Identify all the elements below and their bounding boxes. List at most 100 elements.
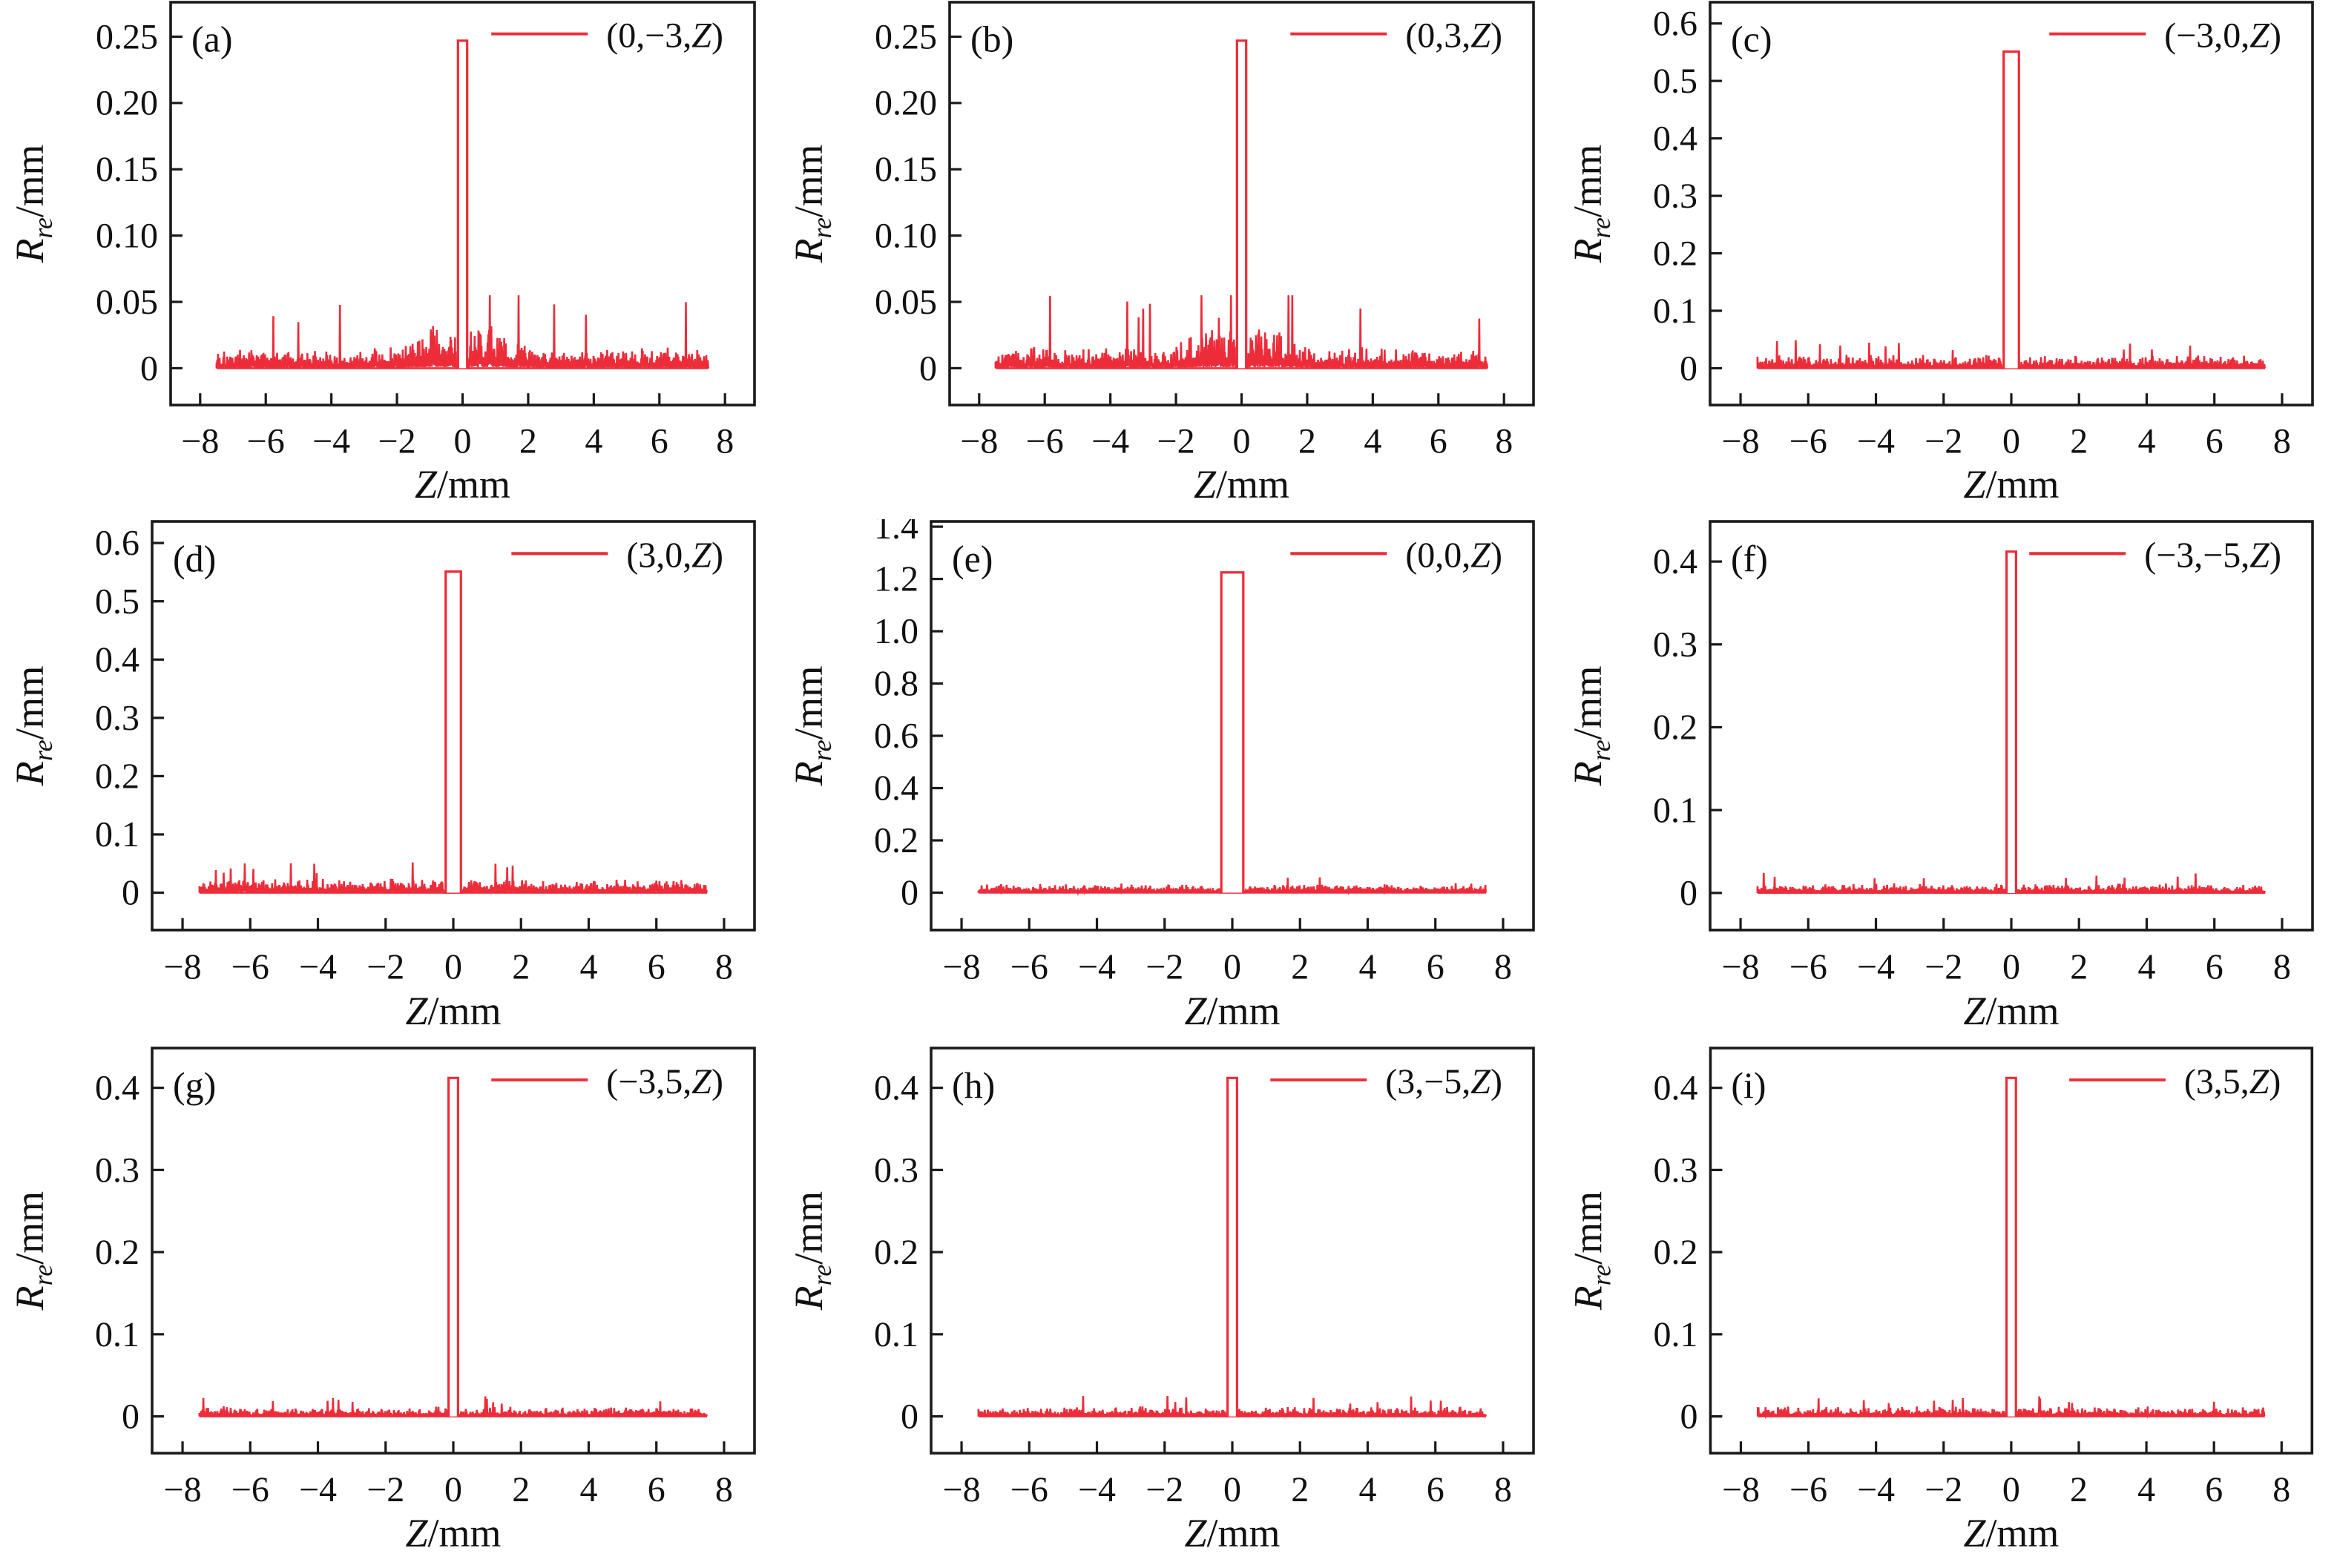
x-tick-label: 6 (651, 422, 668, 461)
y-tick-label: 0.2 (1654, 1233, 1698, 1272)
y-tick-label: 0.3 (1653, 177, 1697, 216)
x-axis-label-f: Z/mm (1963, 989, 2059, 1033)
panel-g: −8 −6 −4 −2 0 2 4 6 8 0 0.1 0.2 0.3 0.4 Z/mm Rre/mm (g) (… (0, 1046, 779, 1568)
y-tick-label: 0.3 (1654, 1150, 1698, 1190)
panel-letter-b: (b) (970, 19, 1013, 60)
y-tick-label: 0.2 (1653, 234, 1697, 274)
y-tick-label: 0.3 (95, 699, 139, 738)
x-tick-label: 0 (444, 1470, 462, 1509)
plot-frame-d (151, 520, 756, 932)
legend-i: (3,5,Z) (2069, 1062, 2281, 1101)
y-tick-label: 0.4 (874, 1069, 918, 1108)
x-tick-label: 6 (2206, 947, 2223, 986)
y-tick-label: 0.6 (95, 524, 139, 563)
axes-f: −8 −6 −4 −2 0 2 4 6 8 0 0.1 0.2 0.3 0.4 (1653, 542, 2291, 986)
x-axis-label-b: Z/mm (1194, 462, 1289, 507)
chart-g: −8 −6 −4 −2 0 2 4 6 8 0 0.1 0.2 0.3 0.4 Z/mm Rre/mm (g) (… (7, 1047, 756, 1555)
x-tick-label: −8 (164, 947, 202, 986)
y-tick-label: 0 (901, 1397, 918, 1437)
x-tick-label: 8 (715, 947, 733, 986)
y-axis-label-d: Rre/mm (7, 666, 58, 787)
chart-d: −8 −6 −4 −2 0 2 4 6 8 0 0.1 0.2 0.3 0.4 0.5 0.6 Z/mm Rre/… (7, 520, 756, 1033)
peak-i (2005, 1076, 2017, 1417)
x-tick-label: 8 (1494, 947, 1512, 986)
y-tick-label: 0.25 (96, 17, 158, 56)
x-tick-label: −6 (231, 1470, 269, 1509)
x-tick-label: −2 (367, 947, 404, 986)
y-tick-label: 0.25 (875, 17, 937, 56)
axes-c: −8 −6 −4 −2 0 2 4 6 8 0 0.1 0.2 0.3 0.4 0.5 0.6 (1653, 4, 2291, 461)
x-tick-label: 8 (1495, 422, 1513, 461)
legend-a: (0,−3,Z) (491, 16, 723, 56)
y-tick-label: 0.8 (874, 665, 918, 704)
y-tick-label: 0.1 (1654, 1315, 1698, 1354)
x-tick-label: 4 (1358, 1470, 1376, 1509)
x-axis-label-h: Z/mm (1184, 1511, 1280, 1555)
y-axis-label-g: Rre/mm (7, 1191, 58, 1311)
y-tick-label: 0.4 (1653, 119, 1697, 159)
x-tick-label: −6 (231, 947, 269, 986)
x-tick-label: 2 (2070, 947, 2088, 986)
peak-h (1226, 1076, 1238, 1417)
x-axis-label-i: Z/mm (1963, 1511, 2059, 1555)
plot-frame-f (1709, 520, 2314, 932)
x-tick-label: 0 (2002, 1470, 2020, 1509)
y-tick-label: 0 (901, 873, 918, 912)
panel-letter-h: (h) (952, 1064, 995, 1106)
x-tick-label: 6 (648, 947, 665, 986)
x-tick-label: −4 (299, 1470, 337, 1509)
peak-a (456, 39, 469, 369)
x-axis-label-c: Z/mm (1963, 462, 2059, 507)
panel-d: −8 −6 −4 −2 0 2 4 6 8 0 0.1 0.2 0.3 0.4 0.5 0.6 Z/mm Rre/… (0, 519, 779, 1046)
y-tick-label: 0.05 (875, 283, 937, 322)
x-tick-label: 8 (2272, 1470, 2290, 1509)
x-tick-label: 4 (585, 422, 602, 461)
y-tick-label: 0.6 (1653, 4, 1697, 44)
x-tick-label: −6 (1026, 422, 1064, 461)
x-tick-label: 2 (512, 947, 530, 986)
y-tick-label: 0.20 (875, 84, 937, 123)
y-tick-label: 0 (1680, 349, 1697, 388)
panel-letter-d: (d) (173, 538, 216, 579)
x-tick-label: −2 (378, 422, 416, 461)
chart-b: −8 −6 −4 −2 0 2 4 6 8 0 0.05 0.10 0.15 0.20 0.25 Z/mm Rr… (786, 1, 1535, 507)
x-tick-label: 0 (1223, 947, 1241, 986)
x-tick-label: 4 (579, 947, 597, 986)
series-h (977, 1076, 1487, 1417)
x-tick-label: 0 (444, 947, 462, 986)
y-tick-label: 0.1 (95, 1315, 139, 1354)
y-axis-label-c: Rre/mm (1565, 145, 1616, 263)
x-tick-label: 4 (1358, 947, 1376, 986)
x-tick-label: −4 (312, 422, 350, 461)
x-tick-label: 0 (2002, 947, 2020, 986)
y-tick-label: 0.2 (95, 1233, 139, 1272)
peak-c (2002, 50, 2020, 369)
axes-e: −8 −6 −4 −2 0 2 4 6 8 0 0.2 0.4 0.6 0.8 1.0 1.2 1.4 (874, 519, 1512, 986)
series-b (994, 39, 1489, 369)
y-axis-label-h: Rre/mm (786, 1191, 837, 1311)
x-tick-label: −8 (164, 1470, 202, 1509)
panel-letter-i: (i) (1731, 1065, 1766, 1106)
chart-a: −8 −6 −4 −2 0 2 4 6 8 0 0.05 0.10 0.15 0.20 0.25 Z/mm Rr… (7, 1, 756, 507)
y-tick-label: 0.2 (874, 821, 918, 860)
y-tick-label: 0.15 (96, 150, 158, 189)
legend-label-e: (0,0,Z) (1405, 536, 1502, 575)
panel-letter-g: (g) (173, 1064, 216, 1106)
axes-i: −8 −6 −4 −2 0 2 4 6 8 0 0.1 0.2 0.3 0.4 (1654, 1069, 2291, 1510)
x-tick-label: −4 (1091, 422, 1129, 461)
x-tick-label: 6 (1427, 1470, 1444, 1509)
y-tick-label: 0.1 (1653, 291, 1697, 331)
x-tick-label: 6 (1427, 947, 1444, 986)
peak-b (1235, 39, 1248, 369)
x-tick-label: −8 (960, 422, 998, 461)
x-tick-label: −8 (181, 422, 219, 461)
y-axis-label-e: Rre/mm (786, 666, 837, 787)
panel-i: −8 −6 −4 −2 0 2 4 6 8 0 0.1 0.2 0.3 0.4 Z/mm Rre/mm (i) (… (1558, 1046, 2337, 1568)
y-tick-label: 0.6 (874, 717, 918, 756)
axes-g: −8 −6 −4 −2 0 2 4 6 8 0 0.1 0.2 0.3 0.4 (95, 1069, 733, 1510)
legend-label-i: (3,5,Z) (2184, 1062, 2281, 1101)
axes-b: −8 −6 −4 −2 0 2 4 6 8 0 0.05 0.10 0.15 0.20 0.25 (875, 17, 1513, 461)
peak-f (2005, 550, 2017, 893)
x-tick-label: −6 (1789, 1470, 1827, 1509)
